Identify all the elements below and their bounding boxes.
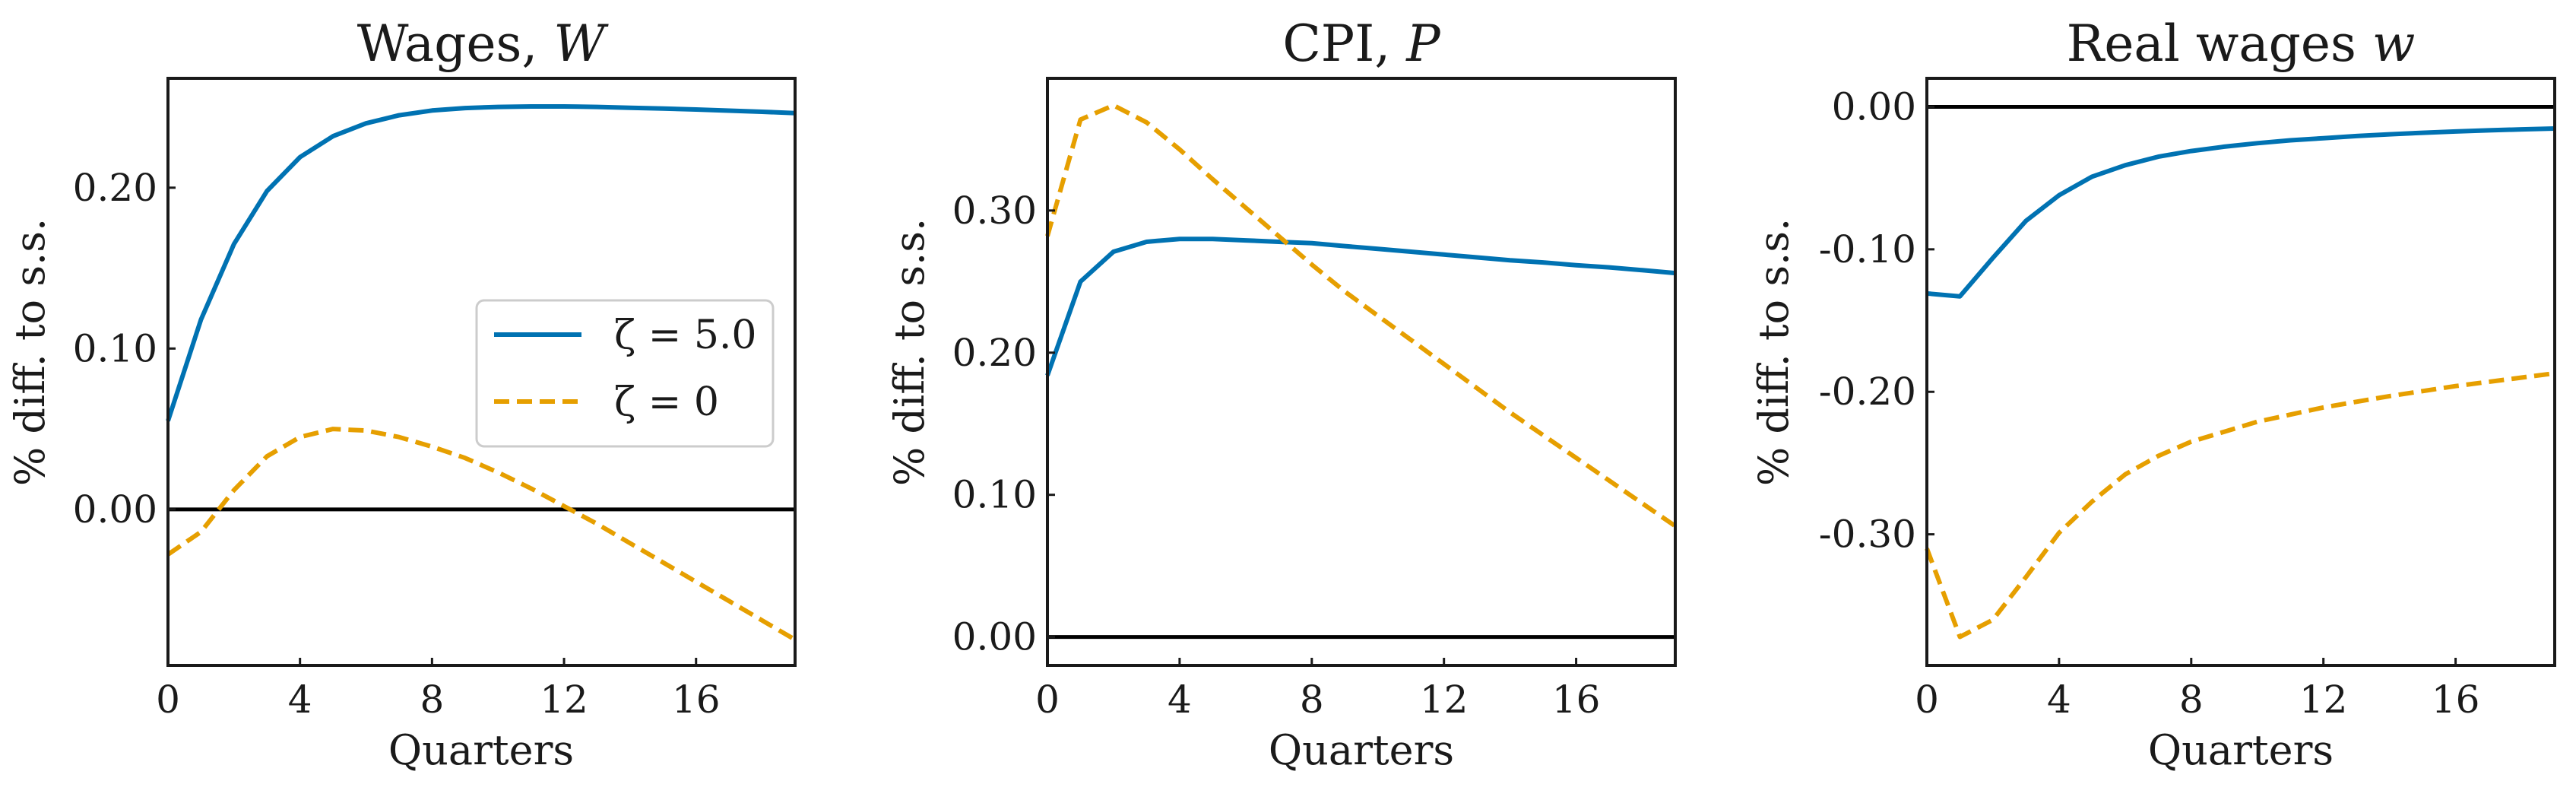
real-wages-x-tick-label: 12 [2299,678,2348,722]
wages-y-tick-label: 0.20 [73,166,157,210]
wages-y-tick-label: 0.10 [73,326,157,370]
wages-y-tick-label: 0.00 [73,487,157,532]
cpi-y-tick-label: 0.20 [952,331,1037,375]
cpi-plot-area: 0 4 8 12 16 0.00 0.10 0.20 0.30 [952,77,1677,722]
real-wages-plot-area: 0 4 8 12 16 0.00 -0.10 -0.20 -0.30 [1819,77,2556,722]
wages-axes-frame [166,77,797,667]
real-wages-x-tick-label: 16 [2432,678,2480,722]
cpi-y-tick-label: 0.10 [952,473,1037,517]
wages-x-tick-label: 8 [420,678,444,722]
wages-x-tick-label: 12 [540,678,588,722]
cpi-x-tick-label: 16 [1552,678,1601,722]
real-wages-x-tick-label: 4 [2047,678,2071,722]
cpi-y-tick-label: 0.00 [952,615,1037,659]
cpi-y-tick-label: 0.30 [952,189,1037,233]
cpi-series-zeta-5-line [1045,237,1676,376]
wages-series-zeta-0-line [166,427,797,642]
cpi-series-zeta-0-line [1045,103,1677,529]
cpi-x-axis-label: Quarters [1269,726,1454,774]
cpi-panel: CPI, P 0 4 8 12 160.000.100.200.30 Quarters … [886,14,1677,774]
real-wages-x-tick-label: 8 [2179,678,2204,722]
cpi-x-tick-label: 0 [1035,678,1060,722]
legend-label-zeta-0: ζ = 0 [614,379,719,425]
real-wages-panel: Real wages w 0 4 8 12 160.00-0.10-0.20-0.30 … [1750,14,2556,774]
cpi-x-tick-label: 4 [1168,678,1192,722]
real-wages-axes-frame [1925,77,2556,667]
real-wages-x-axis-label: Quarters [2148,726,2334,774]
legend-label-zeta-5: ζ = 5.0 [614,313,757,358]
cpi-title: CPI, P [1282,14,1441,73]
real-wages-series-zeta-5-line [1926,126,2555,299]
wages-x-tick-label: 4 [288,678,312,722]
real-wages-title: Real wages w [2067,14,2416,73]
real-wages-y-axis-label: % diff. to s.s. [1750,218,1798,486]
wages-plot-area: 0 4 8 12 16 0.00 0.10 0.20 [73,77,797,722]
wages-title: Wages, W [357,14,610,73]
real-wages-y-tick-label: -0.30 [1819,513,1916,557]
real-wages-series-zeta-0-line [1925,370,2555,640]
wages-panel: Wages, W 0 4 8 12 16 0.00 0.10 0.20 Quarters % … [6,14,797,774]
wages-x-tick-label: 0 [156,678,180,722]
real-wages-y-tick-label: -0.20 [1819,370,1916,414]
real-wages-x-tick-label: 0 [1915,678,1939,722]
real-wages-y-tick-label: 0.00 [1832,84,1916,129]
real-wages-y-tick-label: -0.10 [1819,227,1916,271]
wages-series-zeta-5-line [166,104,796,422]
cpi-y-axis-label: % diff. to s.s. [886,218,933,486]
legend: ζ = 5.0 ζ = 0 [475,299,775,448]
wages-x-tick-label: 16 [672,678,721,722]
cpi-axes-frame [1046,77,1677,667]
cpi-x-tick-label: 8 [1300,678,1324,722]
wages-y-axis-label: % diff. to s.s. [6,218,54,486]
wages-x-axis-label: Quarters [388,726,574,774]
cpi-x-tick-label: 12 [1420,678,1469,722]
